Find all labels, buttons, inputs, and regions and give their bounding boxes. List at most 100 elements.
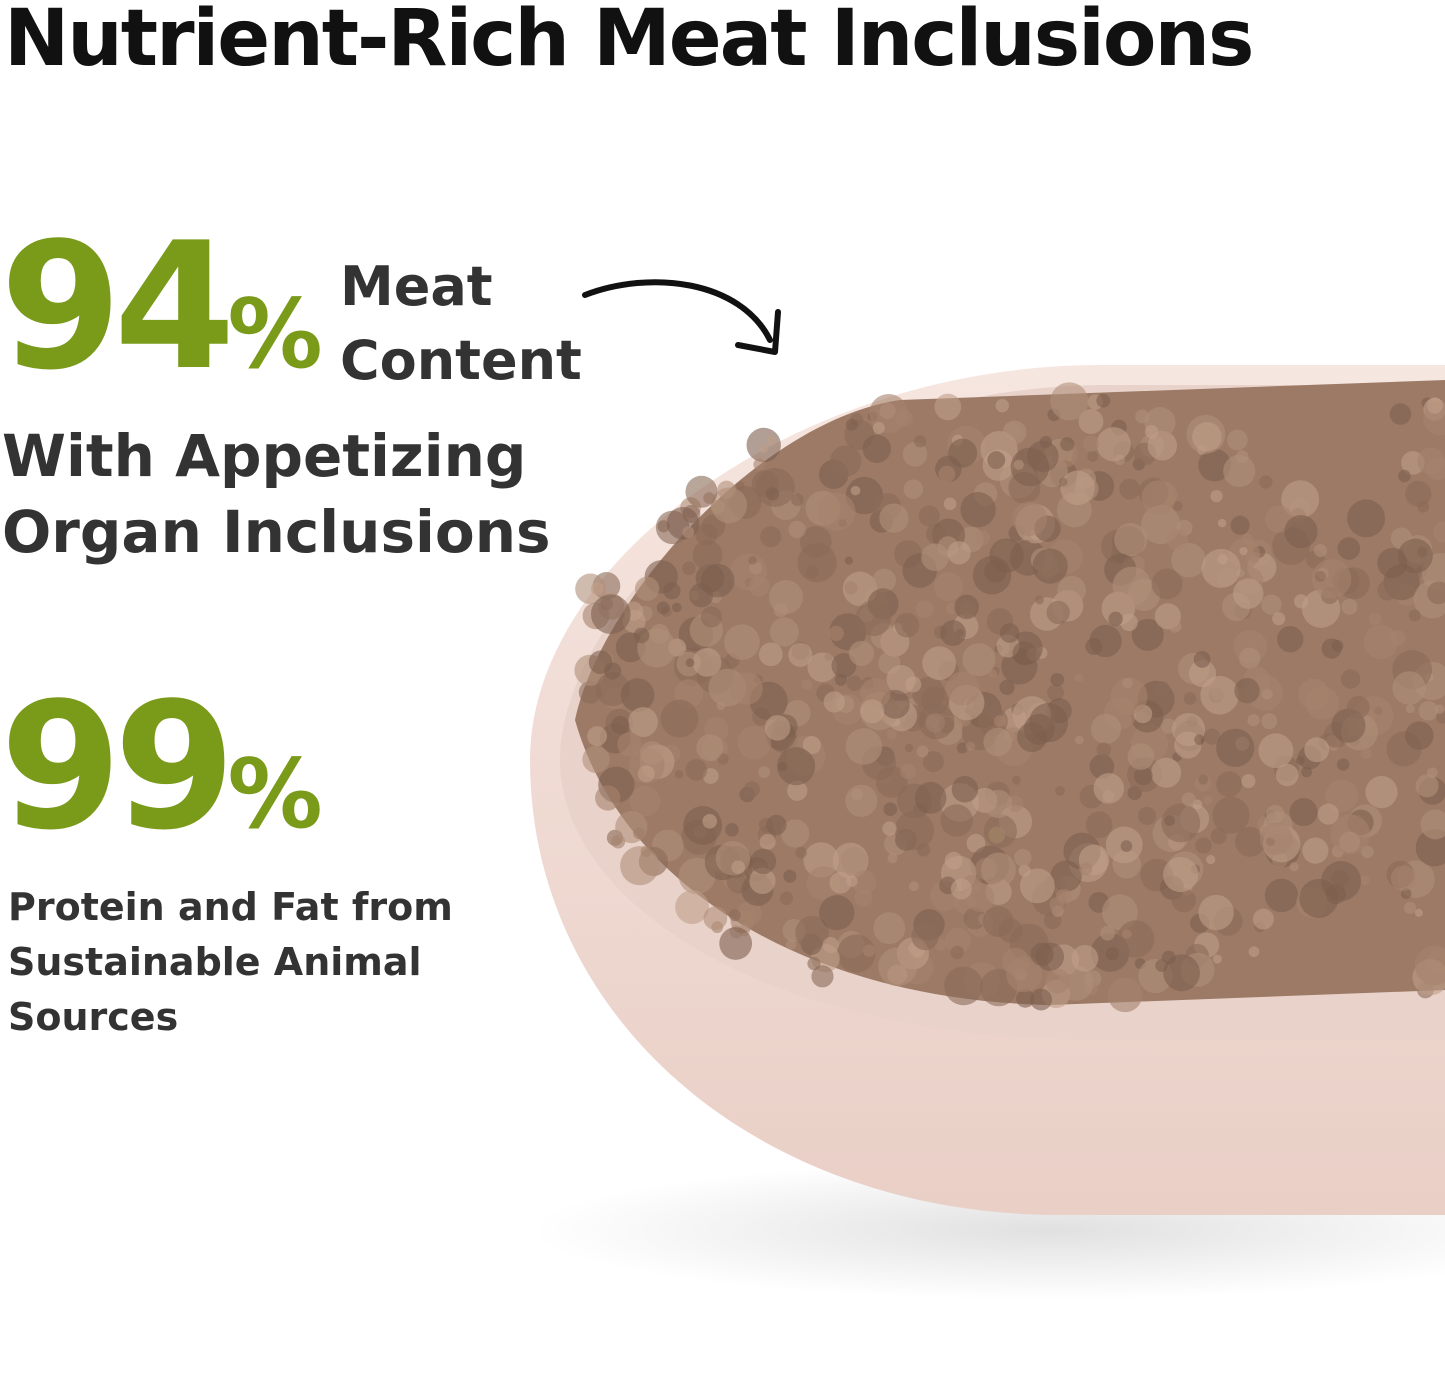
food-texture xyxy=(944,966,983,1006)
food-texture xyxy=(1241,533,1254,546)
food-texture xyxy=(728,909,741,922)
food-texture xyxy=(1340,669,1361,689)
food-texture xyxy=(862,944,876,957)
food-texture xyxy=(1417,447,1445,475)
food-texture xyxy=(921,543,949,572)
food-texture xyxy=(1019,868,1055,904)
food-texture xyxy=(987,451,1006,469)
food-texture xyxy=(1427,581,1445,605)
food-texture xyxy=(1166,529,1188,551)
food-texture xyxy=(660,699,699,738)
food-texture xyxy=(1336,758,1350,771)
food-texture xyxy=(962,643,996,677)
food-texture xyxy=(922,646,957,681)
food-texture xyxy=(634,576,660,601)
food-texture xyxy=(895,409,913,427)
food-texture xyxy=(765,435,776,447)
food-texture xyxy=(1060,437,1075,452)
food-texture xyxy=(999,623,1020,643)
food-texture xyxy=(1403,901,1417,914)
food-texture xyxy=(883,802,898,816)
food-texture xyxy=(1135,409,1150,424)
food-texture xyxy=(1198,894,1234,931)
food-texture xyxy=(1102,894,1138,931)
food-texture xyxy=(1252,908,1274,930)
food-texture xyxy=(766,814,787,836)
food-texture xyxy=(683,805,723,845)
food-texture xyxy=(844,556,853,565)
food-texture xyxy=(1171,542,1206,578)
food-texture xyxy=(1116,920,1155,958)
food-texture xyxy=(1298,678,1330,710)
food-texture xyxy=(1016,989,1035,1008)
food-texture xyxy=(846,675,863,692)
food-texture xyxy=(692,539,723,571)
food-texture xyxy=(730,672,763,705)
food-texture xyxy=(791,493,804,507)
food-texture xyxy=(759,833,776,850)
food-texture xyxy=(1347,499,1386,538)
food-texture xyxy=(1085,811,1113,839)
food-texture xyxy=(1359,875,1370,886)
food-texture xyxy=(819,895,855,931)
food-texture xyxy=(703,906,728,931)
food-texture xyxy=(1089,754,1115,779)
food-texture xyxy=(1090,713,1122,745)
food-texture xyxy=(681,561,696,576)
food-texture xyxy=(1050,672,1065,687)
food-texture xyxy=(749,867,776,894)
food-texture xyxy=(1261,688,1273,700)
food-texture xyxy=(1212,954,1222,964)
food-texture xyxy=(711,487,748,524)
food-texture xyxy=(1078,409,1104,434)
food-texture xyxy=(1096,427,1131,462)
food-texture xyxy=(982,906,1014,938)
food-texture xyxy=(850,485,861,496)
food-texture xyxy=(950,945,964,960)
meat-content-label: Meat Content xyxy=(340,250,582,398)
food-texture xyxy=(801,678,813,690)
food-texture xyxy=(1060,470,1095,506)
food-texture xyxy=(637,765,655,783)
caption-line: With Appetizing xyxy=(2,422,527,490)
food-texture xyxy=(1050,382,1089,421)
food-texture xyxy=(700,563,735,598)
food-texture xyxy=(1183,692,1197,705)
food-texture xyxy=(1206,855,1216,865)
food-texture xyxy=(806,866,841,901)
food-texture xyxy=(1057,575,1086,605)
food-texture xyxy=(944,851,963,870)
food-texture xyxy=(1147,430,1178,461)
food-texture xyxy=(1398,469,1411,483)
wet-food xyxy=(574,380,1445,1013)
food-texture xyxy=(974,530,991,546)
food-texture xyxy=(1426,397,1443,414)
food-texture xyxy=(575,573,606,605)
food-texture xyxy=(916,842,931,857)
food-texture xyxy=(984,559,1008,583)
food-texture xyxy=(954,594,980,620)
meat-content-stat: 94% xyxy=(0,220,323,395)
food-texture xyxy=(1346,695,1370,719)
food-texture xyxy=(731,860,745,875)
food-texture xyxy=(918,703,955,740)
food-texture xyxy=(1138,806,1157,825)
food-texture xyxy=(916,745,929,758)
food-texture xyxy=(1261,594,1282,615)
food-texture xyxy=(983,814,1018,848)
food-texture xyxy=(1259,822,1293,856)
food-texture xyxy=(1258,733,1294,769)
food-texture xyxy=(590,594,631,635)
food-texture xyxy=(1414,945,1445,986)
caption-line: Sustainable Animal xyxy=(8,940,422,984)
food-texture xyxy=(886,728,897,740)
food-texture xyxy=(829,871,852,894)
food-texture xyxy=(855,600,892,637)
food-texture xyxy=(617,732,642,757)
food-texture xyxy=(685,475,718,508)
food-texture xyxy=(1193,650,1211,668)
food-texture xyxy=(983,727,1012,757)
food-texture xyxy=(879,503,909,533)
food-texture xyxy=(1397,538,1433,574)
food-texture xyxy=(882,821,897,836)
